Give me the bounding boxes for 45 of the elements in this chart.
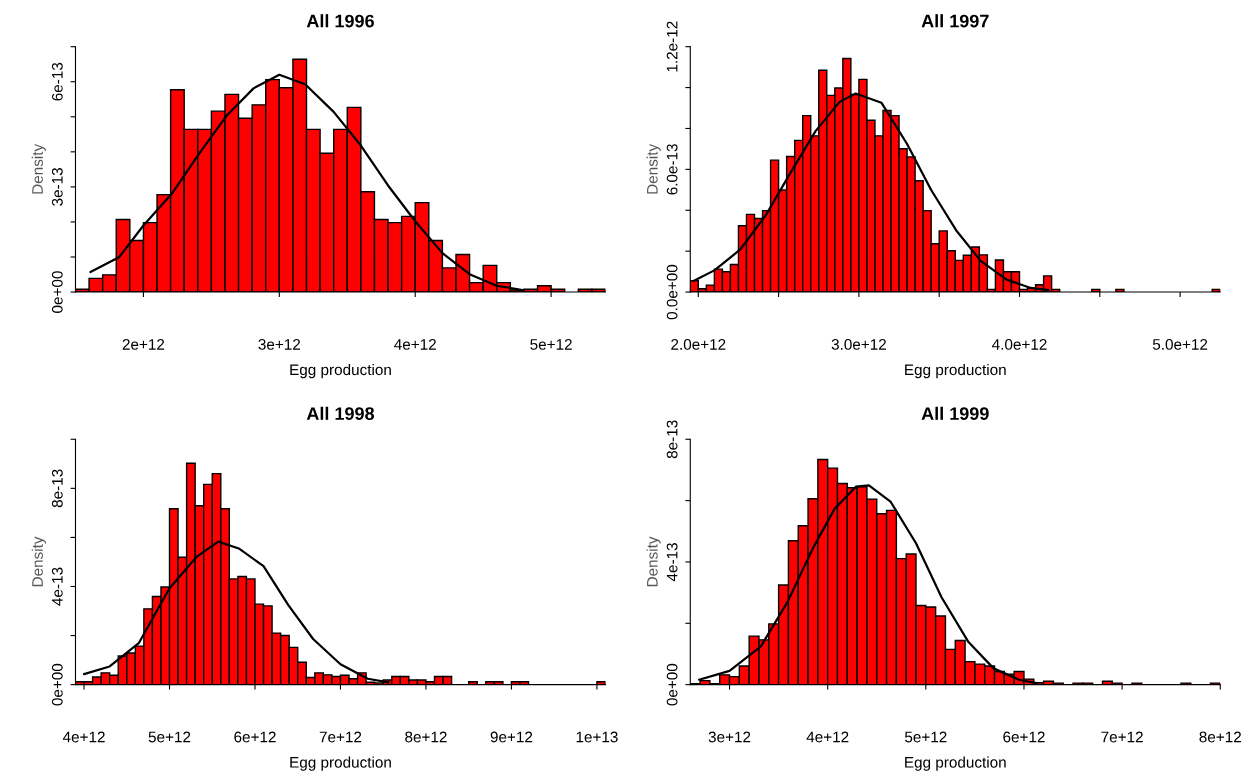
chart-title: All 1996	[306, 14, 374, 28]
y-tick-label: 1.2e-12	[666, 21, 678, 72]
x-tick-label: 2e+12	[122, 338, 165, 350]
chart-title: All 1999	[921, 406, 989, 420]
x-tick-label: 2.0e+12	[671, 338, 726, 350]
x-tick-label: 5e+12	[904, 731, 947, 743]
y-tick-label: 6.0e-13	[666, 144, 678, 195]
x-tick-label: 1e+13	[576, 731, 618, 743]
x-tick-label: 4.0e+12	[992, 338, 1047, 350]
x-tick-label: 5e+12	[530, 338, 572, 350]
x-tick-label: 7e+12	[1101, 731, 1143, 743]
x-tick-label: 5.0e+12	[1152, 338, 1208, 350]
x-tick-label: 3.0e+12	[831, 338, 886, 350]
y-tick-label: 8e-13	[666, 420, 678, 459]
y-axis-title: Density	[646, 536, 661, 587]
x-tick-label: 3e+12	[708, 731, 751, 743]
y-tick-label: 0.0e+00	[666, 264, 678, 320]
x-tick-label: 4e+12	[394, 338, 436, 350]
x-tick-label: 5e+12	[148, 731, 191, 743]
x-axis-title: Egg production	[290, 363, 391, 379]
x-axis-title: Egg production	[905, 363, 1006, 379]
x-tick-label: 8e+12	[1199, 731, 1241, 743]
x-tick-label: 7e+12	[319, 731, 362, 743]
y-tick-label: 0e+00	[666, 663, 678, 706]
x-tick-label: 3e+12	[258, 338, 301, 350]
y-tick-label: 3e-13	[51, 168, 63, 206]
x-tick-label: 6e+12	[234, 731, 276, 743]
y-tick-label: 6e-13	[51, 62, 63, 101]
y-axis-title: Density	[646, 143, 661, 194]
x-tick-label: 4e+12	[62, 731, 105, 743]
y-axis-title: Density	[31, 536, 46, 587]
y-tick-label: 4e-13	[666, 543, 678, 582]
y-tick-label: 0e+00	[51, 663, 63, 706]
x-axis-title: Egg production	[905, 756, 1006, 771]
x-axis-title: Egg production	[290, 756, 391, 771]
chart-title: All 1997	[921, 14, 989, 28]
x-tick-label: 8e+12	[405, 731, 447, 743]
chart-title: All 1998	[306, 406, 375, 420]
x-tick-label: 4e+12	[806, 731, 849, 743]
y-tick-label: 4e-13	[51, 567, 63, 606]
x-tick-label: 6e+12	[1003, 731, 1045, 743]
y-tick-label: 8e-13	[51, 469, 63, 508]
y-tick-label: 0e+00	[51, 271, 63, 313]
x-tick-label: 9e+12	[490, 731, 533, 743]
y-axis-title: Density	[31, 143, 46, 194]
